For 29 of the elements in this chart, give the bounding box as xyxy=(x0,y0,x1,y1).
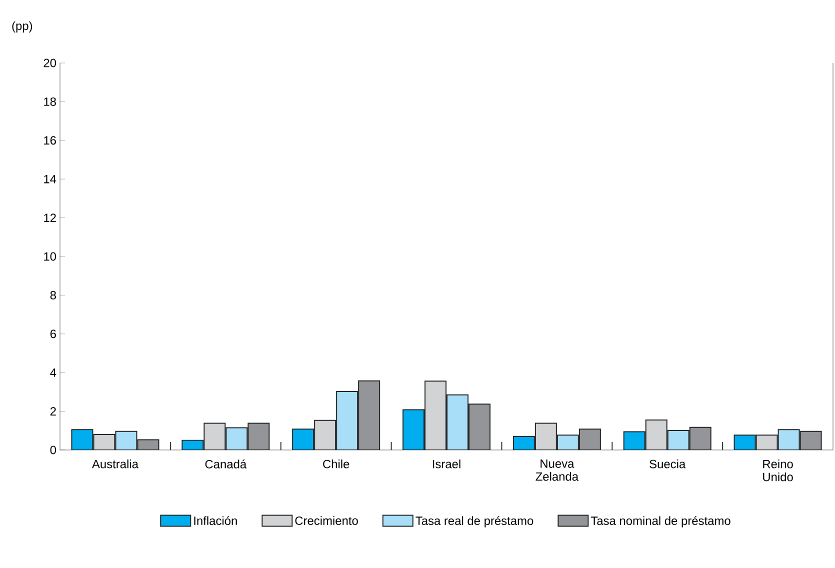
y-tick-label: 8 xyxy=(50,290,56,300)
y-tick-label: 10 xyxy=(44,252,56,261)
bar xyxy=(645,419,668,450)
y-tick-label: 20 xyxy=(44,58,56,68)
y-tick-label: 2 xyxy=(50,407,56,416)
legend-label: Inflación xyxy=(194,516,237,526)
y-tick-label: 6 xyxy=(50,330,56,338)
x-tick-label: Nueva Zelanda xyxy=(536,460,579,481)
y-tick-label: 4 xyxy=(50,368,56,377)
y-tick-label: 16 xyxy=(44,136,56,145)
legend-label: Tasa real de préstamo xyxy=(416,516,534,528)
bar xyxy=(204,422,226,450)
x-tick-label: Chile xyxy=(323,460,350,468)
legend-label: Tasa nominal de préstamo xyxy=(590,516,730,528)
y-tick-label: 18 xyxy=(44,97,56,106)
y-tick-label: 0 xyxy=(50,446,56,454)
x-tick-label: Australia xyxy=(92,460,138,468)
x-tick-label: Canadá xyxy=(205,460,247,468)
bar xyxy=(756,434,778,450)
x-tick-label: Israel xyxy=(432,460,460,468)
bar xyxy=(534,422,557,450)
y-tick-label: 14 xyxy=(44,174,56,184)
y-tick-label: 12 xyxy=(44,214,56,222)
y-axis-title: (pp) xyxy=(12,21,32,32)
legend-label: Crecimiento xyxy=(295,516,358,525)
x-tick-label: Reino Unido xyxy=(763,460,793,482)
bar xyxy=(314,420,336,450)
x-tick-label: Suecia xyxy=(650,460,686,468)
bar xyxy=(424,380,447,450)
